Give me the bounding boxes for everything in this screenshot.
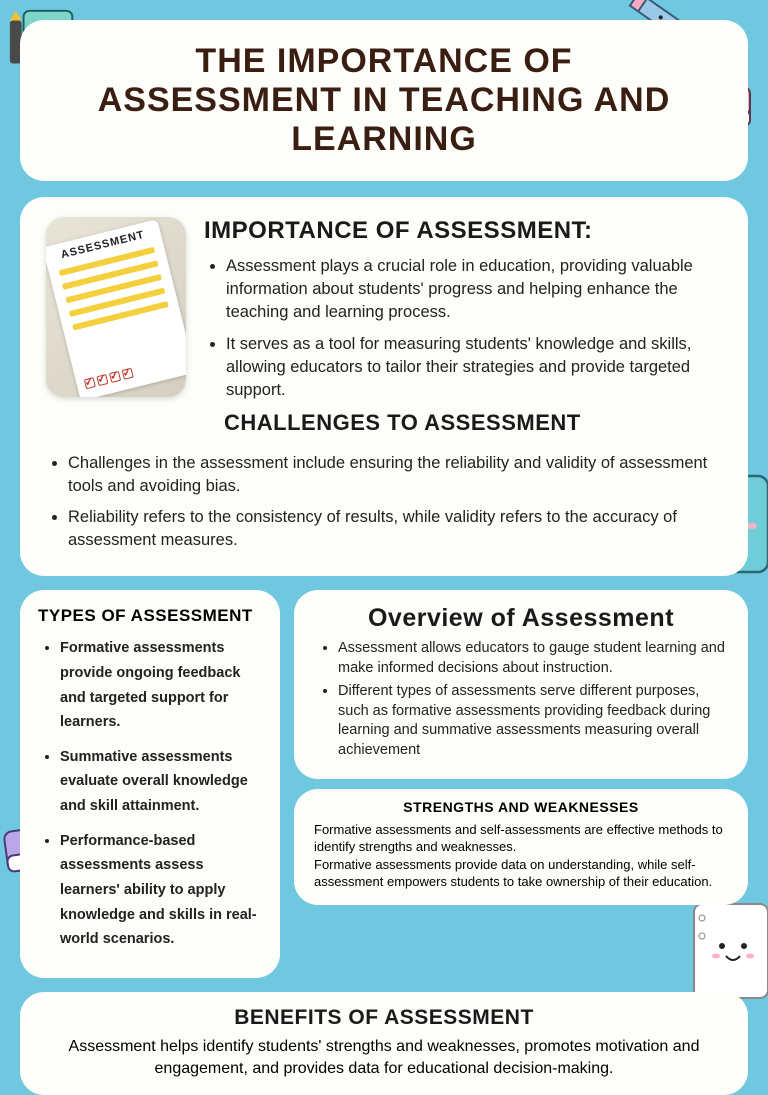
overview-card: Overview of Assessment Assessment allows… <box>294 590 748 778</box>
importance-heading: IMPORTANCE OF ASSESSMENT: <box>204 217 722 245</box>
paper-icon <box>686 896 768 1006</box>
sw-text: Formative assessments and self-assessmen… <box>314 821 728 856</box>
list-item: Challenges in the assessment include ens… <box>68 452 722 498</box>
list-item: Assessment allows educators to gauge stu… <box>338 639 726 678</box>
types-card: TYPES OF ASSESSMENT Formative assessment… <box>20 590 280 978</box>
list-item: Summative assessments evaluate overall k… <box>60 745 262 819</box>
overview-heading: Overview of Assessment <box>316 604 726 633</box>
importance-list: Assessment plays a crucial role in educa… <box>204 255 722 402</box>
benefits-heading: BENEFITS OF ASSESSMENT <box>60 1006 708 1030</box>
list-item: Performance-based assessments assess lea… <box>60 829 262 952</box>
list-item: Assessment plays a crucial role in educa… <box>226 255 722 324</box>
types-heading: TYPES OF ASSESSMENT <box>38 606 262 626</box>
sw-text: Formative assessments provide data on un… <box>314 856 728 891</box>
challenges-list: Challenges in the assessment include ens… <box>46 452 722 552</box>
list-item: Reliability refers to the consistency of… <box>68 506 722 552</box>
benefits-card: BENEFITS OF ASSESSMENT Assessment helps … <box>20 992 748 1095</box>
benefits-text: Assessment helps identify students' stre… <box>60 1036 708 1081</box>
list-item: Formative assessments provide ongoing fe… <box>60 636 262 735</box>
list-item: It serves as a tool for measuring studen… <box>226 333 722 402</box>
assessment-thumbnail <box>46 217 186 397</box>
strengths-weaknesses-card: STRENGTHS AND WEAKNESSES Formative asses… <box>294 789 748 905</box>
types-list: Formative assessments provide ongoing fe… <box>38 636 262 952</box>
challenges-heading: CHALLENGES TO ASSESSMENT <box>204 410 722 436</box>
overview-list: Assessment allows educators to gauge stu… <box>316 639 726 760</box>
sw-heading: STRENGTHS AND WEAKNESSES <box>314 799 728 815</box>
list-item: Different types of assessments serve dif… <box>338 682 726 760</box>
title-card: THE IMPORTANCE OF ASSESSMENT IN TEACHING… <box>20 20 748 181</box>
page-title: THE IMPORTANCE OF ASSESSMENT IN TEACHING… <box>80 42 688 159</box>
importance-card: IMPORTANCE OF ASSESSMENT: Assessment pla… <box>20 197 748 576</box>
